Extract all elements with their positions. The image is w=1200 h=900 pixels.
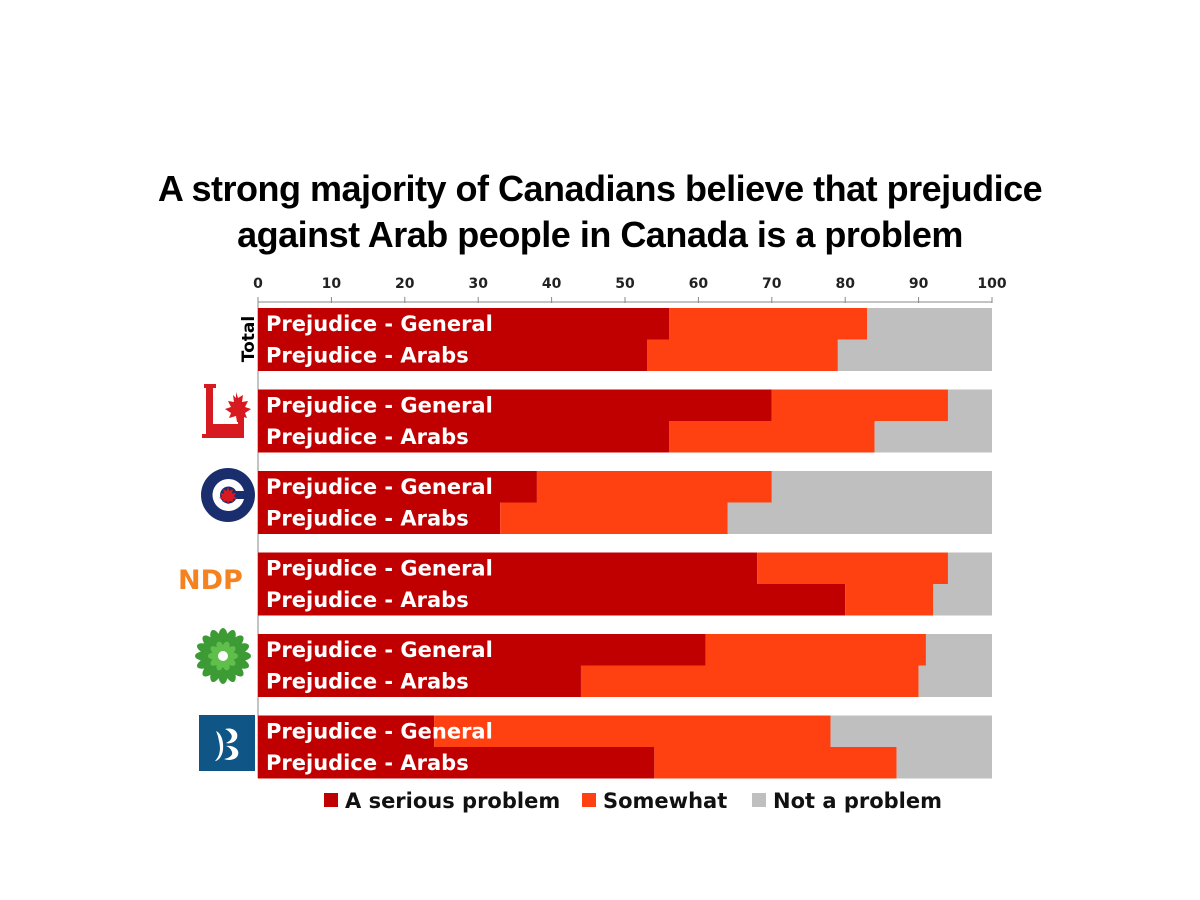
legend-swatch bbox=[582, 793, 596, 807]
bar-label: Prejudice - Arabs bbox=[266, 751, 469, 775]
bar-segment bbox=[933, 584, 992, 616]
bar-segment bbox=[845, 584, 934, 616]
group-label-total: Total bbox=[239, 316, 259, 362]
bar-segment bbox=[837, 339, 992, 371]
bar-group: Prejudice - General Prejudice - Arabs bbox=[258, 634, 992, 697]
x-tick-label: 50 bbox=[615, 276, 635, 292]
bar-segment bbox=[580, 665, 919, 697]
bar-segment bbox=[757, 552, 948, 584]
x-tick-label: 70 bbox=[762, 276, 782, 292]
bar-segment bbox=[258, 584, 846, 616]
green-logo-petal bbox=[216, 641, 225, 654]
bar-segment bbox=[258, 552, 758, 584]
bar-segment bbox=[669, 421, 875, 453]
bar-segment bbox=[925, 634, 992, 666]
bar-group: Prejudice - General Prejudice - Arabs bbox=[258, 308, 992, 371]
bar-segment bbox=[647, 339, 838, 371]
x-tick-label: 30 bbox=[468, 276, 488, 292]
bar-segment bbox=[669, 308, 868, 340]
bar-segment bbox=[705, 634, 926, 666]
bar-segment bbox=[727, 502, 992, 534]
bar-segment bbox=[258, 339, 648, 371]
x-tick-label: 20 bbox=[395, 276, 415, 292]
legend-label: Not a problem bbox=[773, 789, 942, 813]
bar-label: Prejudice - Arabs bbox=[266, 588, 469, 612]
bar-label: Prejudice - General bbox=[266, 556, 493, 580]
x-tick-label: 90 bbox=[909, 276, 929, 292]
bar-segment bbox=[830, 715, 992, 747]
bar-segment bbox=[258, 634, 706, 666]
green-logo-center bbox=[218, 651, 228, 661]
conservative-logo-icon bbox=[201, 468, 255, 522]
bar-label: Prejudice - Arabs bbox=[266, 506, 469, 530]
x-tick-label: 40 bbox=[542, 276, 562, 292]
bar-segment bbox=[896, 747, 992, 779]
green-logo-icon bbox=[195, 628, 251, 684]
x-tick-label: 60 bbox=[689, 276, 709, 292]
bar-label: Prejudice - Arabs bbox=[266, 425, 469, 449]
liberal-logo-icon bbox=[202, 384, 251, 438]
bar-segment bbox=[434, 715, 831, 747]
x-tick-label: 10 bbox=[322, 276, 342, 292]
bar-segment bbox=[947, 389, 992, 421]
ndp-logo-text: NDP bbox=[178, 565, 243, 596]
legend-swatch bbox=[324, 793, 338, 807]
x-tick-label: 100 bbox=[977, 276, 1006, 292]
bar-segment bbox=[867, 308, 992, 340]
legend-label: A serious problem bbox=[345, 789, 560, 813]
bar-label: Prejudice - General bbox=[266, 475, 493, 499]
legend: A serious problem Somewhat Not a problem bbox=[324, 789, 942, 813]
bar-group: Prejudice - General Prejudice - Arabs bbox=[258, 471, 992, 534]
x-tick-label: 0 bbox=[253, 276, 263, 292]
bar-segment bbox=[258, 421, 670, 453]
x-tick-label: 80 bbox=[835, 276, 855, 292]
bar-segment bbox=[258, 665, 581, 697]
x-axis: 0 10 20 30 40 50 60 70 80 90 100 bbox=[253, 276, 1007, 778]
bloc-logo-icon bbox=[199, 715, 255, 771]
chart-title-line-2: against Arab people in Canada is a probl… bbox=[237, 214, 963, 255]
bar-label: Prejudice - General bbox=[266, 312, 493, 336]
bar-segment bbox=[947, 552, 992, 584]
bar-segment bbox=[500, 502, 728, 534]
bar-segment bbox=[258, 308, 670, 340]
bar-label: Prejudice - Arabs bbox=[266, 343, 469, 367]
chart-title: A strong majority of Canadians believe t… bbox=[0, 166, 1200, 258]
bar-group: Prejudice - General Prejudice - Arabs bbox=[258, 552, 992, 616]
party-logos: Total NDP bbox=[178, 316, 259, 771]
bar-segment bbox=[918, 665, 992, 697]
bar-segment bbox=[654, 747, 897, 779]
chart-title-line-1: A strong majority of Canadians believe t… bbox=[157, 168, 1043, 209]
bar-segment bbox=[258, 502, 501, 534]
bar-group: Prejudice - General Prejudice - Arabs bbox=[258, 715, 992, 779]
bar-segment bbox=[536, 471, 772, 503]
bar-segment bbox=[258, 389, 772, 421]
bar-label: Prejudice - Arabs bbox=[266, 669, 469, 693]
bar-label: Prejudice - General bbox=[266, 638, 493, 662]
bar-segment bbox=[258, 747, 655, 779]
bar-segment bbox=[771, 471, 992, 503]
bar-group: Prejudice - General Prejudice - Arabs bbox=[258, 389, 992, 453]
bar-segment bbox=[258, 471, 537, 503]
legend-swatch bbox=[752, 793, 766, 807]
bar-label: Prejudice - General bbox=[266, 719, 493, 743]
bar-segment bbox=[258, 715, 435, 747]
bar-label: Prejudice - General bbox=[266, 393, 493, 417]
ndp-logo-icon: NDP bbox=[178, 565, 243, 596]
legend-label: Somewhat bbox=[603, 789, 727, 813]
bar-segment bbox=[874, 421, 992, 453]
bar-segment bbox=[771, 389, 948, 421]
